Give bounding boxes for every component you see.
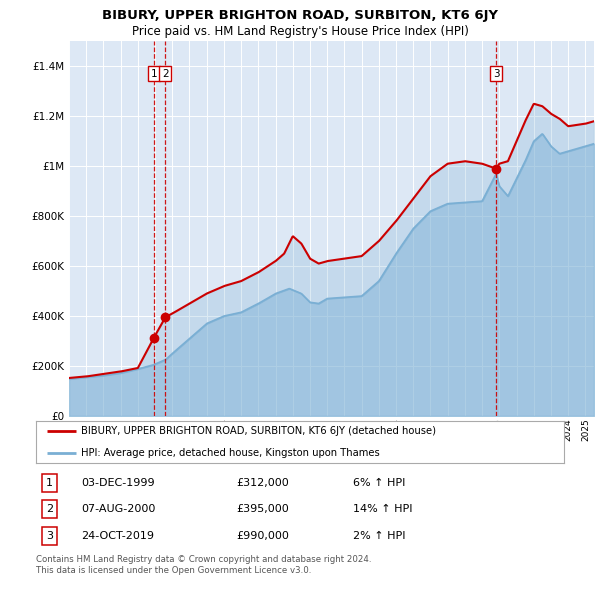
Text: 3: 3 <box>46 531 53 541</box>
Text: 1: 1 <box>46 478 53 488</box>
BIBURY, UPPER BRIGHTON ROAD, SURBITON, KT6 6JY (detached house) <box>464 158 471 165</box>
HPI: Average price, detached house, Kingston upon Thames: (2.01e+03, 5.23e+05): Average price, detached house, Kingston … <box>370 282 377 289</box>
Text: HPI: Average price, detached house, Kingston upon Thames: HPI: Average price, detached house, King… <box>81 448 380 457</box>
BIBURY, UPPER BRIGHTON ROAD, SURBITON, KT6 6JY (detached house) <box>590 117 598 124</box>
Text: BIBURY, UPPER BRIGHTON ROAD, SURBITON, KT6 6JY: BIBURY, UPPER BRIGHTON ROAD, SURBITON, K… <box>102 9 498 22</box>
HPI: Average price, detached house, Kingston upon Thames: (2.02e+03, 1.13e+06): Average price, detached house, Kingston … <box>538 130 545 137</box>
Text: 2: 2 <box>46 504 53 514</box>
Text: 14% ↑ HPI: 14% ↑ HPI <box>353 504 412 514</box>
Text: £395,000: £395,000 <box>236 504 289 514</box>
Text: Contains HM Land Registry data © Crown copyright and database right 2024.: Contains HM Land Registry data © Crown c… <box>36 555 371 563</box>
BIBURY, UPPER BRIGHTON ROAD, SURBITON, KT6 6JY (detached house) <box>65 375 73 382</box>
BIBURY, UPPER BRIGHTON ROAD, SURBITON, KT6 6JY (detached house) <box>98 371 105 378</box>
Text: 2% ↑ HPI: 2% ↑ HPI <box>353 531 406 541</box>
BIBURY, UPPER BRIGHTON ROAD, SURBITON, KT6 6JY (detached house) <box>517 127 524 135</box>
Line: HPI: Average price, detached house, Kingston upon Thames: HPI: Average price, detached house, King… <box>69 134 594 379</box>
HPI: Average price, detached house, Kingston upon Thames: (2.02e+03, 9.87e+05): Average price, detached house, Kingston … <box>517 166 524 173</box>
Text: 2: 2 <box>162 69 169 79</box>
Text: BIBURY, UPPER BRIGHTON ROAD, SURBITON, KT6 6JY (detached house): BIBURY, UPPER BRIGHTON ROAD, SURBITON, K… <box>81 427 436 436</box>
HPI: Average price, detached house, Kingston upon Thames: (2e+03, 1.48e+05): Average price, detached house, Kingston … <box>65 375 73 382</box>
HPI: Average price, detached house, Kingston upon Thames: (2.03e+03, 1.09e+06): Average price, detached house, Kingston … <box>590 140 598 148</box>
Text: £990,000: £990,000 <box>236 531 290 541</box>
BIBURY, UPPER BRIGHTON ROAD, SURBITON, KT6 6JY (detached house) <box>530 100 538 107</box>
Text: 24-OCT-2019: 24-OCT-2019 <box>81 531 154 541</box>
Text: 6% ↑ HPI: 6% ↑ HPI <box>353 478 405 488</box>
HPI: Average price, detached house, Kingston upon Thames: (2e+03, 1.61e+05): Average price, detached house, Kingston … <box>98 372 105 379</box>
Text: 3: 3 <box>493 69 499 79</box>
BIBURY, UPPER BRIGHTON ROAD, SURBITON, KT6 6JY (detached house) <box>370 242 377 249</box>
Text: £312,000: £312,000 <box>236 478 289 488</box>
HPI: Average price, detached house, Kingston upon Thames: (2.01e+03, 6.93e+05): Average price, detached house, Kingston … <box>400 240 407 247</box>
HPI: Average price, detached house, Kingston upon Thames: (2.01e+03, 5.97e+05): Average price, detached house, Kingston … <box>384 263 391 270</box>
Text: 1: 1 <box>151 69 157 79</box>
Line: BIBURY, UPPER BRIGHTON ROAD, SURBITON, KT6 6JY (detached house): BIBURY, UPPER BRIGHTON ROAD, SURBITON, K… <box>69 104 594 378</box>
Text: This data is licensed under the Open Government Licence v3.0.: This data is licensed under the Open Gov… <box>36 566 311 575</box>
Text: Price paid vs. HM Land Registry's House Price Index (HPI): Price paid vs. HM Land Registry's House … <box>131 25 469 38</box>
BIBURY, UPPER BRIGHTON ROAD, SURBITON, KT6 6JY (detached house) <box>384 227 391 234</box>
BIBURY, UPPER BRIGHTON ROAD, SURBITON, KT6 6JY (detached house) <box>400 208 407 215</box>
Text: 07-AUG-2000: 07-AUG-2000 <box>81 504 155 514</box>
Text: 03-DEC-1999: 03-DEC-1999 <box>81 478 155 488</box>
HPI: Average price, detached house, Kingston upon Thames: (2.02e+03, 8.56e+05): Average price, detached house, Kingston … <box>464 199 471 206</box>
